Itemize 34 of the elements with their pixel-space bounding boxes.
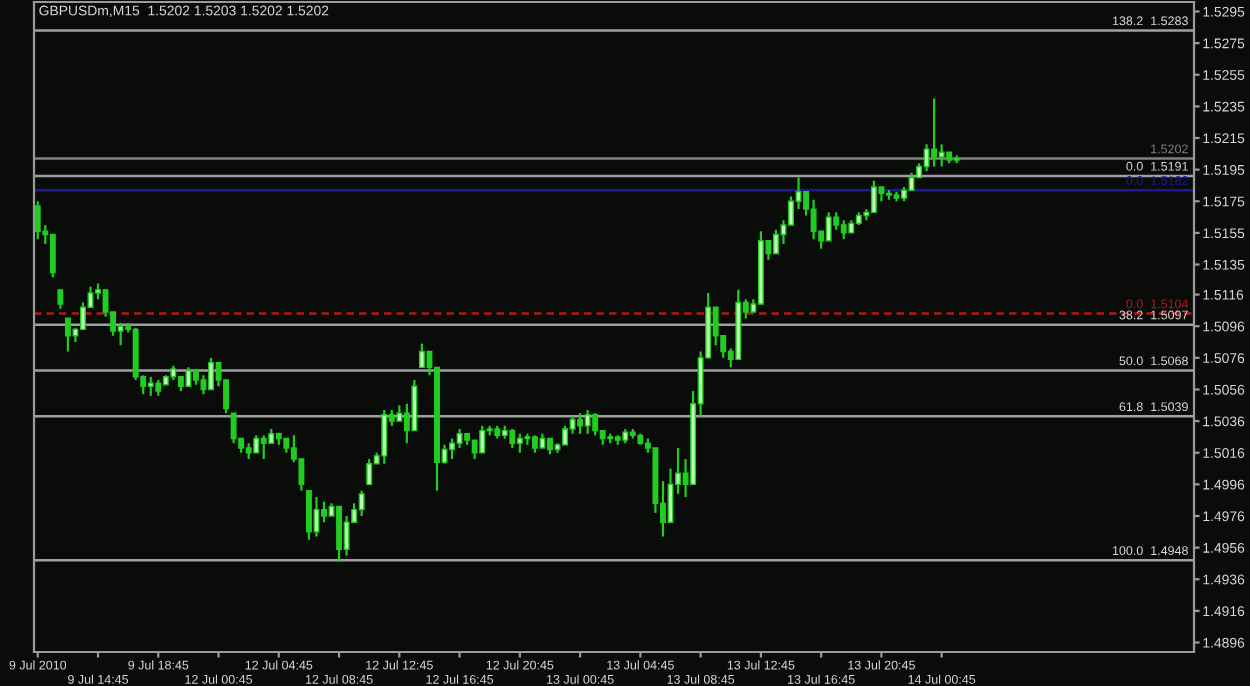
candlestick — [418, 342, 425, 369]
candlestick — [49, 233, 56, 279]
candlestick — [260, 434, 267, 461]
candlestick — [64, 317, 71, 353]
candlestick — [456, 427, 463, 450]
candlestick — [321, 500, 327, 524]
candlestick — [870, 179, 877, 214]
candlestick — [479, 424, 486, 454]
candlestick — [449, 437, 456, 461]
candlestick — [840, 219, 847, 241]
candlestick — [577, 412, 584, 435]
candlestick — [471, 438, 478, 461]
candlestick — [34, 200, 41, 241]
candlestick — [185, 366, 192, 388]
candlestick — [336, 505, 343, 563]
candlestick — [772, 228, 779, 255]
candlestick — [358, 489, 365, 518]
candlestick — [584, 408, 591, 435]
candlestick — [562, 424, 568, 446]
candlestick — [381, 408, 388, 465]
candlestick — [366, 457, 373, 486]
candlestick — [931, 97, 938, 168]
candlestick — [57, 288, 64, 310]
candlestick — [509, 427, 516, 450]
candlestick — [825, 211, 832, 242]
candlestick — [516, 432, 523, 454]
candlestick — [592, 412, 599, 437]
candlestick — [938, 143, 945, 168]
candlestick — [147, 375, 154, 397]
candlestick — [230, 412, 237, 445]
candlestick — [305, 489, 312, 541]
candlestick — [343, 514, 350, 557]
candlestick — [208, 356, 214, 391]
candlestick — [810, 198, 817, 241]
